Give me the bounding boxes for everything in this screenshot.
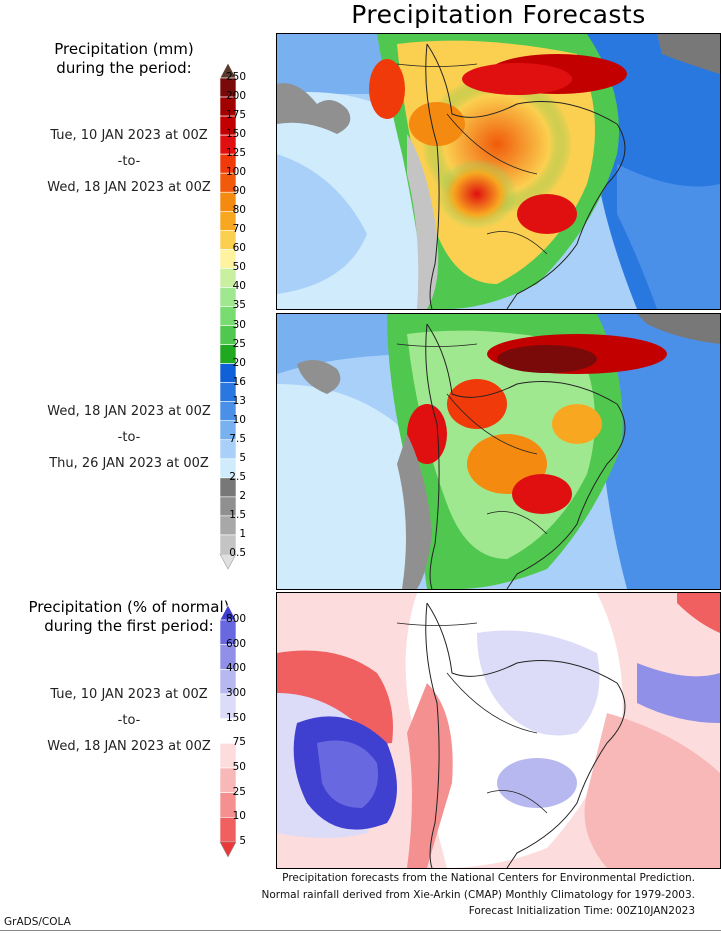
page-title: Precipitation Forecasts	[351, 0, 646, 29]
colorbar-tick-label: 150	[225, 128, 246, 141]
colorbar-tick-label: 50	[232, 761, 246, 773]
colorbar-tick-label: 80	[232, 204, 246, 217]
colorbar-tick-label: 25	[232, 785, 246, 798]
colorbar-mm	[218, 62, 240, 574]
period-3-from: Tue, 10 JAN 2023 at 00Z	[50, 687, 208, 702]
legend-pct-heading: Precipitation (% of normal) during the f…	[0, 598, 258, 636]
colorbar-cap-bottom	[219, 553, 237, 570]
legend-pct-heading-line1: Precipitation (% of normal)	[28, 598, 230, 616]
colorbar-tick-label: 300	[225, 687, 246, 699]
colorbar-tick-label: 150	[225, 711, 246, 724]
colorbar-pct	[218, 604, 240, 862]
footer-line-1: Precipitation forecasts from the Nationa…	[282, 872, 695, 884]
map-forecast-period-2	[276, 313, 721, 590]
colorbar-tick-label: 250	[225, 71, 246, 83]
grads-credit: GrADS/COLA	[4, 916, 71, 928]
colorbar-tick-label: 200	[225, 90, 246, 103]
map-forecast-period-1-svg	[277, 34, 720, 309]
colorbar-tick-label: 35	[232, 299, 246, 312]
colorbar-tick-label: 30	[232, 318, 246, 331]
colorbar-tick-label: 10	[232, 810, 246, 823]
colorbar-tick-label: 10	[232, 413, 246, 426]
colorbar-tick-label: 800	[225, 613, 246, 625]
colorbar-tick-label: 13	[232, 394, 246, 407]
colorbar-tick-label: 25	[232, 337, 246, 350]
colorbar-tick-label: 0.5	[229, 547, 246, 559]
colorbar-tick-label: 100	[225, 166, 246, 179]
colorbar-tick-label: 16	[232, 375, 246, 388]
period-2-sep: -to-	[117, 430, 141, 445]
footer-line-3: Forecast Initialization Time: 00Z10JAN20…	[468, 905, 695, 917]
colorbar-tick-label: 40	[232, 280, 246, 293]
colorbar-tick-label: 125	[225, 147, 246, 160]
period-3-sep: -to-	[117, 713, 141, 728]
colorbar-tick-label: 60	[232, 242, 246, 255]
legend-mm-heading-line2: during the period:	[56, 59, 192, 77]
colorbar-mm-svg	[219, 62, 237, 570]
legend-mm-heading: Precipitation (mm) during the period:	[0, 40, 248, 78]
period-3-to: Wed, 18 JAN 2023 at 00Z	[47, 739, 211, 754]
colorbar-tick-label: 20	[232, 356, 246, 369]
colorbar-tick-label: 90	[232, 185, 246, 198]
colorbar-tick-label: 5	[239, 835, 246, 847]
colorbar-tick-label: 400	[225, 662, 246, 675]
colorbar-tick-label: 75	[232, 736, 246, 749]
colorbar-tick-label: 600	[225, 637, 246, 650]
period-1-to: Wed, 18 JAN 2023 at 00Z	[47, 180, 211, 195]
bottom-frame-line	[0, 930, 721, 931]
colorbar-tick-label: 175	[225, 109, 246, 122]
colorbar-tick-label: 1.5	[229, 508, 246, 521]
colorbar-tick-label: 7.5	[229, 432, 246, 445]
legend-pct-heading-line2: during the first period:	[44, 617, 214, 635]
colorbar-tick-label: 2.5	[229, 470, 246, 483]
map-percent-of-normal	[276, 592, 721, 869]
map-forecast-period-2-svg	[277, 314, 720, 589]
period-2-from: Wed, 18 JAN 2023 at 00Z	[47, 404, 211, 419]
map-percent-of-normal-svg	[277, 593, 720, 868]
period-1-sep: -to-	[117, 154, 141, 169]
colorbar-tick-label: 2	[239, 489, 246, 502]
footer-line-2: Normal rainfall derived from Xie-Arkin (…	[261, 889, 695, 901]
period-1-from: Tue, 10 JAN 2023 at 00Z	[50, 128, 208, 143]
colorbar-tick-label: 50	[232, 261, 246, 274]
colorbar-tick-label: 70	[232, 223, 246, 236]
legend-mm-heading-line1: Precipitation (mm)	[54, 40, 194, 58]
colorbar-tick-label: 5	[239, 451, 246, 464]
period-2-to: Thu, 26 JAN 2023 at 00Z	[49, 456, 209, 471]
colorbar-cap-bottom	[219, 841, 237, 858]
colorbar-tick-label: 1	[239, 527, 246, 540]
map-forecast-period-1	[276, 33, 721, 310]
colorbar-pct-svg	[219, 604, 237, 858]
